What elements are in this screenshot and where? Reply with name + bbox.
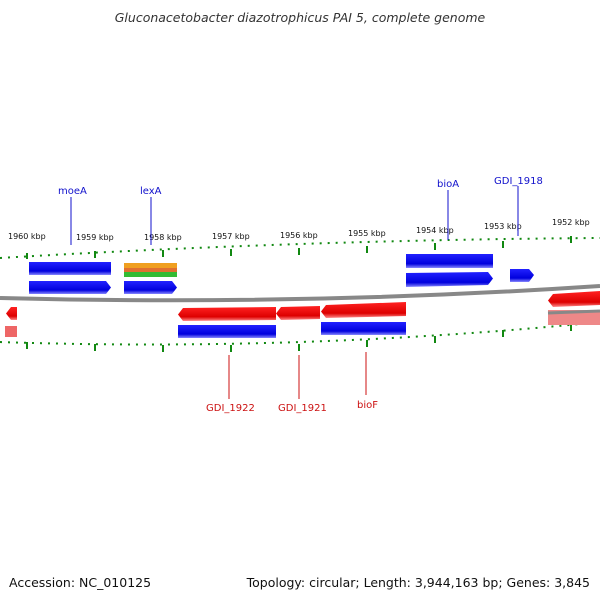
gene-arrow (510, 269, 534, 282)
gene-arrow (124, 281, 177, 294)
tick-label: 1952 kbp (552, 218, 590, 227)
tick-label: 1960 kbp (8, 232, 46, 241)
gene-arrow (6, 307, 17, 320)
genome-summary-text: Topology: circular; Length: 3,944,163 bp… (246, 575, 590, 590)
gene-label: bioA (437, 179, 459, 190)
map-title: Gluconacetobacter diazotrophicus PAI 5, … (114, 10, 486, 25)
gene-arrow (406, 272, 493, 287)
upper-tick-labels: 1960 kbp 1959 kbp 1958 kbp 1957 kbp 1956… (8, 218, 590, 242)
tick-label: 1955 kbp (348, 229, 386, 238)
tick-label: 1959 kbp (76, 233, 114, 242)
lower-tick-track (0, 321, 600, 346)
genome-backbone (0, 284, 600, 303)
upper-major-ticks (26, 236, 572, 259)
accession-text: Accession: NC_010125 (9, 575, 152, 590)
forward-strand-genes (29, 254, 534, 294)
gene-label: GDI_1922 (206, 403, 255, 414)
gene-arrow (29, 262, 111, 275)
gene-arrow (406, 254, 493, 268)
tick-label: 1956 kbp (280, 231, 318, 240)
gene-arrow (5, 326, 17, 337)
tick-label: 1953 kbp (484, 222, 522, 231)
gene-arrow (321, 302, 406, 318)
gene-arrow (178, 325, 276, 338)
gene-arrow (276, 306, 320, 320)
gene-label: bioF (357, 400, 378, 411)
tick-label: 1957 kbp (212, 232, 250, 241)
tick-label: 1958 kbp (144, 233, 182, 242)
gene-label: lexA (140, 186, 162, 197)
gene-feature (124, 272, 177, 277)
bottom-gene-labels: GDI_1922 GDI_1921 bioF (206, 352, 378, 414)
gene-label: GDI_1921 (278, 403, 327, 414)
gene-arrow (321, 322, 406, 335)
gene-feature (124, 263, 177, 268)
gene-label: GDI_1918 (494, 176, 543, 187)
gene-feature (124, 268, 177, 272)
top-gene-labels: moeA lexA bioA GDI_1918 (58, 176, 543, 245)
gene-arrow (548, 291, 600, 307)
reverse-strand-genes (5, 291, 600, 338)
gene-label: moeA (58, 186, 87, 197)
tick-label: 1954 kbp (416, 226, 454, 235)
gene-arrow (178, 307, 276, 321)
lower-major-ticks (26, 324, 572, 352)
gene-arrow (29, 281, 111, 294)
